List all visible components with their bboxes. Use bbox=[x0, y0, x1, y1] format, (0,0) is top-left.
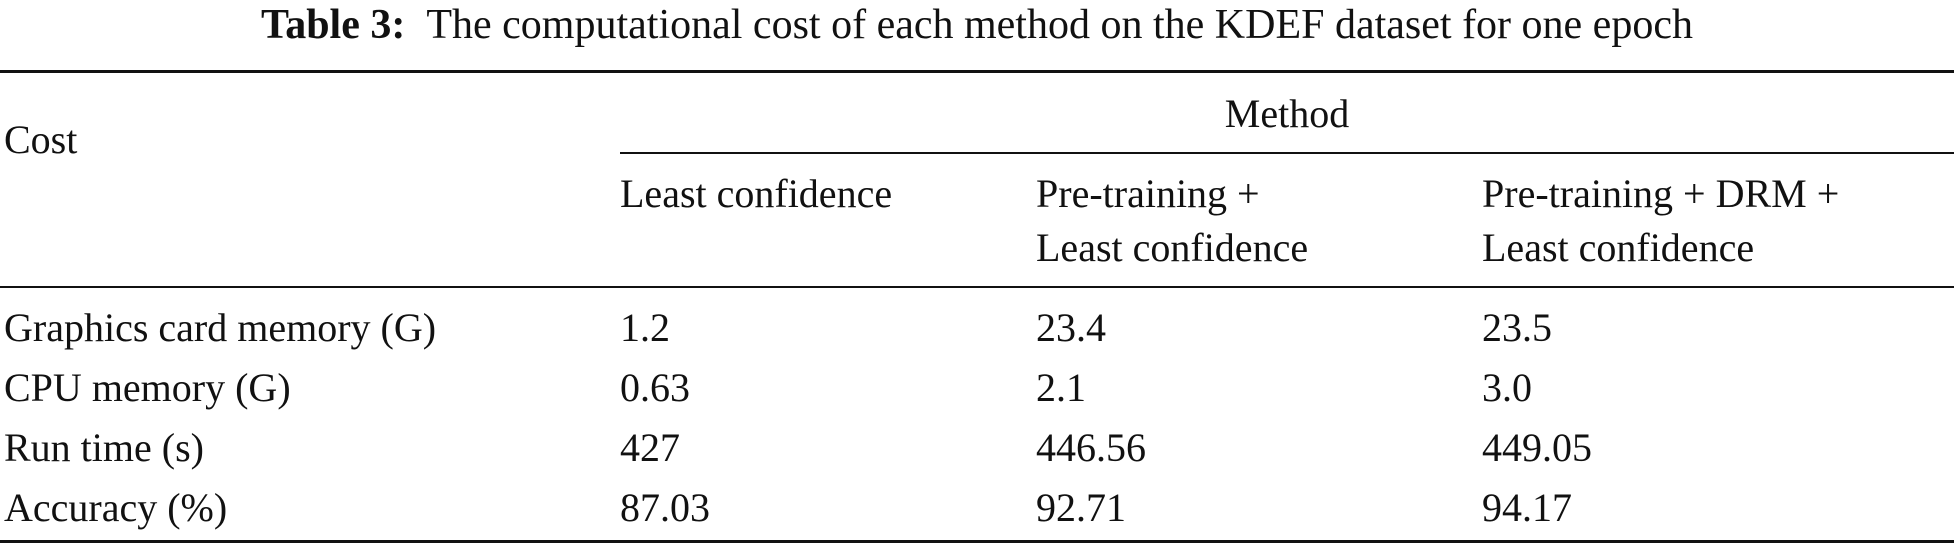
cell-graphics-memory-col-3: 23.5 bbox=[1482, 305, 1552, 350]
header-col-1-line-1: Least confidence bbox=[620, 171, 893, 216]
header-method: Method bbox=[1224, 91, 1350, 136]
method-rule bbox=[620, 152, 1954, 154]
cell-cpu-memory-col-3: 3.0 bbox=[1482, 365, 1532, 410]
cell-run-time-col-1: 427 bbox=[620, 425, 680, 470]
cell-run-time-col-3: 449.05 bbox=[1482, 425, 1592, 470]
cell-cpu-memory-col-2: 2.1 bbox=[1036, 365, 1086, 410]
cell-graphics-memory-col-1: 1.2 bbox=[620, 305, 670, 350]
cell-graphics-memory-col-2: 23.4 bbox=[1036, 305, 1106, 350]
header-col-2-line-2: Least confidence bbox=[1036, 225, 1309, 270]
header-col-2-line-1: Pre-training + bbox=[1036, 171, 1260, 216]
cell-accuracy-col-2: 92.71 bbox=[1036, 485, 1126, 530]
header-cost: Cost bbox=[4, 117, 78, 162]
header-col-3-line-2: Least confidence bbox=[1482, 225, 1755, 270]
row-label-cpu-memory: CPU memory (G) bbox=[4, 365, 291, 410]
header-col-3-line-1: Pre-training + DRM + bbox=[1482, 171, 1840, 216]
bottom-rule bbox=[0, 540, 1954, 543]
top-rule bbox=[0, 70, 1954, 73]
caption-label: Table 3: bbox=[261, 2, 406, 48]
cell-run-time-col-2: 446.56 bbox=[1036, 425, 1146, 470]
row-label-graphics-memory: Graphics card memory (G) bbox=[4, 305, 437, 350]
caption-text: The computational cost of each method on… bbox=[426, 2, 1693, 48]
cell-accuracy-col-1: 87.03 bbox=[620, 485, 710, 530]
cell-cpu-memory-col-1: 0.63 bbox=[620, 365, 690, 410]
cell-accuracy-col-3: 94.17 bbox=[1482, 485, 1572, 530]
header-rule bbox=[0, 286, 1954, 288]
row-label-accuracy: Accuracy (%) bbox=[4, 485, 228, 530]
table-caption: Table 3: The computational cost of each … bbox=[0, 0, 1954, 50]
row-label-run-time: Run time (s) bbox=[4, 425, 204, 470]
